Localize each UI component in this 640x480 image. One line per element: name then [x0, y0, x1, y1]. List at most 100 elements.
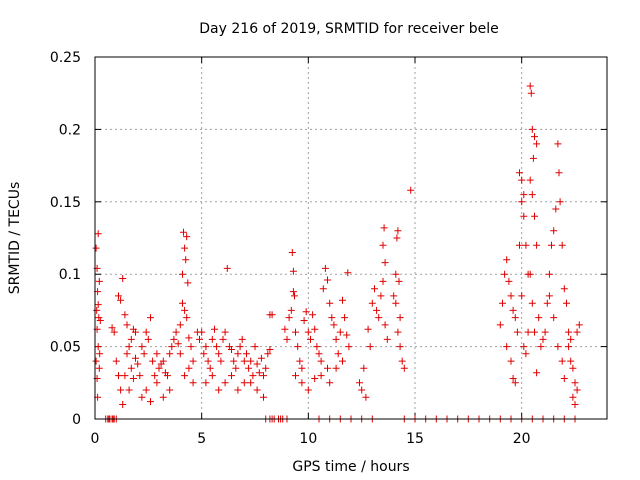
data-point	[121, 311, 129, 319]
data-point	[522, 350, 530, 358]
data-point	[509, 306, 517, 314]
data-point	[202, 379, 210, 387]
data-point	[394, 328, 402, 336]
data-point	[565, 343, 573, 351]
data-point	[185, 364, 193, 372]
data-point	[319, 285, 327, 293]
data-point	[234, 386, 242, 394]
data-point	[251, 343, 259, 351]
data-point	[528, 125, 536, 133]
data-point	[142, 328, 150, 336]
data-point	[528, 191, 536, 199]
data-point	[234, 350, 242, 358]
data-point	[533, 369, 541, 377]
data-point	[132, 354, 139, 362]
data-point	[93, 306, 101, 314]
x-tick-label: 0	[91, 431, 100, 447]
data-point	[527, 89, 535, 97]
data-point	[343, 331, 351, 339]
data-point	[526, 270, 534, 278]
data-point	[176, 350, 184, 358]
data-point	[520, 191, 528, 199]
data-point	[184, 279, 192, 287]
data-point	[115, 372, 122, 380]
data-point	[255, 369, 263, 377]
data-point	[392, 270, 400, 278]
data-point	[189, 379, 197, 387]
data-point	[294, 343, 302, 351]
data-point	[149, 357, 157, 365]
x-tick-label: 15	[406, 431, 424, 447]
data-point	[219, 335, 227, 343]
data-point	[221, 328, 229, 336]
data-point	[524, 328, 532, 336]
data-point	[407, 186, 415, 194]
data-point	[313, 343, 321, 351]
data-point	[92, 357, 100, 365]
data-point	[545, 270, 553, 278]
data-point	[138, 343, 146, 351]
data-point	[289, 267, 297, 275]
data-point	[181, 244, 189, 252]
data-point	[129, 375, 137, 382]
data-point	[291, 292, 298, 300]
data-point	[92, 244, 100, 252]
data-point	[548, 241, 555, 249]
data-point	[172, 328, 180, 336]
data-point	[396, 314, 404, 322]
data-point	[362, 393, 370, 401]
data-point	[215, 350, 223, 358]
data-point	[332, 335, 340, 343]
data-point	[381, 259, 389, 267]
x-tick-label: 10	[299, 431, 317, 447]
data-point	[321, 264, 329, 272]
data-point	[339, 296, 346, 304]
data-point	[571, 401, 579, 408]
data-point	[304, 328, 312, 336]
data-point	[298, 379, 306, 387]
y-tick-label: 0.2	[59, 122, 81, 138]
data-point	[528, 299, 536, 307]
data-point	[380, 224, 388, 232]
data-point	[531, 212, 538, 220]
data-point	[159, 357, 167, 365]
data-point	[110, 328, 118, 336]
data-point	[247, 379, 255, 387]
data-point	[368, 299, 376, 307]
data-point	[326, 299, 334, 307]
data-point	[522, 241, 530, 249]
data-point	[121, 372, 129, 380]
data-point	[569, 364, 577, 372]
data-point	[144, 335, 152, 343]
data-point	[341, 314, 349, 322]
data-point	[573, 386, 581, 394]
data-point	[95, 314, 103, 322]
data-point	[187, 343, 195, 351]
data-point	[119, 401, 127, 408]
data-point	[539, 335, 547, 343]
data-point	[511, 314, 519, 322]
data-point	[509, 375, 517, 382]
data-point	[181, 372, 189, 380]
data-point	[228, 346, 235, 353]
data-point	[138, 393, 146, 401]
data-point	[520, 212, 528, 220]
data-point	[541, 328, 549, 336]
data-point	[558, 241, 566, 249]
data-point	[324, 276, 331, 284]
axis-ticks: 0 0.05 0.1 0.15 0.2 0.25 0 5 10 15 20	[50, 50, 607, 447]
y-tick-label: 0.15	[50, 195, 81, 211]
data-point	[296, 357, 304, 365]
data-point	[189, 357, 197, 365]
data-point	[358, 386, 366, 394]
data-point	[208, 335, 216, 343]
data-point	[240, 379, 248, 387]
data-point	[215, 386, 223, 394]
data-point	[181, 306, 189, 314]
data-point	[180, 228, 187, 236]
data-point	[125, 386, 133, 394]
data-point	[377, 292, 385, 300]
data-point	[119, 275, 127, 282]
data-point	[155, 364, 163, 372]
data-point	[211, 325, 218, 333]
